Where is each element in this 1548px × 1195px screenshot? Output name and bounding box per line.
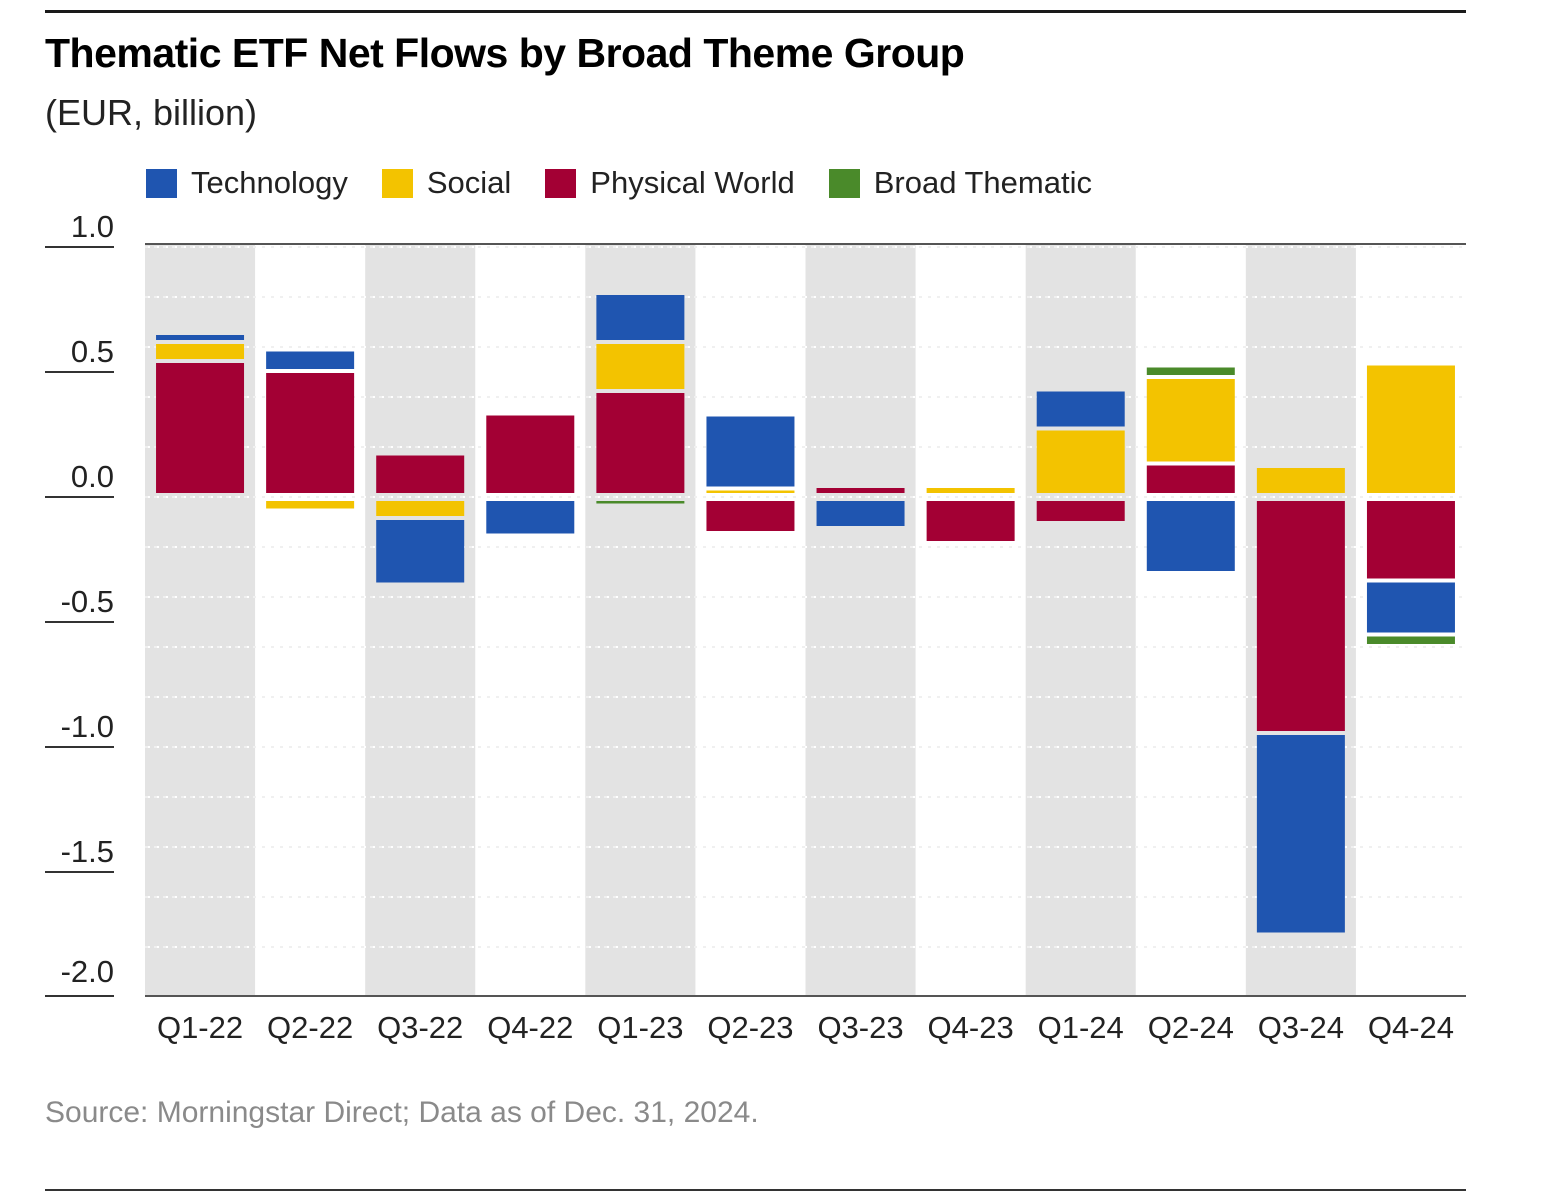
bar-broad-thematic bbox=[1146, 367, 1235, 375]
bar-technology bbox=[1256, 735, 1345, 933]
bar-technology bbox=[266, 351, 355, 369]
y-tick-label: -0.5 bbox=[61, 584, 114, 619]
legend-swatch-technology bbox=[146, 168, 177, 198]
chart-title: Thematic ETF Net Flows by Broad Theme Gr… bbox=[45, 30, 965, 76]
legend-swatch-physical-world bbox=[545, 168, 577, 198]
bar-physical-world bbox=[706, 501, 795, 531]
legend-swatch-social bbox=[381, 168, 413, 198]
x-tick-label: Q3-24 bbox=[1258, 1010, 1344, 1045]
x-tick-label: Q3-22 bbox=[377, 1010, 463, 1045]
legend-item-technology: Technology bbox=[146, 165, 348, 201]
bar-physical-world bbox=[266, 373, 355, 493]
legend-label-social: Social bbox=[426, 165, 512, 200]
chart-subtitle: (EUR, billion) bbox=[45, 92, 258, 133]
x-tick-label: Q1-22 bbox=[157, 1010, 243, 1045]
bar-social bbox=[1366, 365, 1455, 493]
y-tick-label: -2.0 bbox=[61, 954, 114, 989]
top-rule bbox=[45, 10, 1466, 13]
legend-label-technology: Technology bbox=[191, 165, 348, 200]
column-band bbox=[365, 244, 476, 996]
bar-physical-world bbox=[1146, 465, 1235, 493]
chart-legend: Technology Social Physical World Broad T… bbox=[146, 165, 1126, 201]
legend-item-physical-world: Physical World bbox=[545, 165, 795, 201]
y-tick-label: 1.0 bbox=[71, 209, 114, 244]
x-tick-label: Q2-24 bbox=[1148, 1010, 1234, 1045]
bar-physical-world bbox=[376, 455, 465, 493]
source-note: Source: Morningstar Direct; Data as of D… bbox=[45, 1096, 759, 1129]
bar-social bbox=[706, 490, 795, 493]
bar-physical-world bbox=[926, 501, 1015, 541]
bar-social bbox=[266, 501, 355, 509]
x-tick-label: Q4-23 bbox=[928, 1010, 1014, 1045]
bar-physical-world bbox=[1366, 501, 1455, 579]
x-tick-label: Q1-23 bbox=[597, 1010, 683, 1045]
chart-plot: 1.0 0.5 0.0 -0.5 -1.0 -1.5 -2.0 Q1-22 Q2-22 Q3-22… bbox=[45, 209, 1466, 1045]
x-tick-label: Q2-23 bbox=[707, 1010, 793, 1045]
bar-physical-world bbox=[596, 393, 685, 493]
bottom-rule bbox=[45, 1189, 1466, 1191]
legend-item-broad-thematic: Broad Thematic bbox=[828, 165, 1092, 201]
bar-social bbox=[1146, 379, 1235, 462]
bar-technology bbox=[1146, 501, 1235, 571]
y-tick-label: -1.0 bbox=[61, 709, 114, 744]
bar-physical-world bbox=[1036, 501, 1125, 521]
bar-social bbox=[376, 501, 465, 516]
x-tick-label: Q1-24 bbox=[1038, 1010, 1124, 1045]
x-tick-label: Q2-22 bbox=[267, 1010, 353, 1045]
legend-item-social: Social bbox=[381, 165, 512, 201]
legend-label-broad-thematic: Broad Thematic bbox=[873, 165, 1092, 200]
bar-technology bbox=[706, 416, 795, 487]
bar-broad-thematic bbox=[1366, 636, 1455, 644]
bar-technology bbox=[816, 501, 905, 526]
bar-technology bbox=[156, 335, 245, 340]
y-tick-label: -1.5 bbox=[61, 834, 114, 869]
bar-technology bbox=[486, 501, 575, 534]
x-tick-label: Q4-22 bbox=[487, 1010, 573, 1045]
bar-physical-world bbox=[486, 415, 575, 493]
bar-technology bbox=[1036, 391, 1125, 427]
bar-social bbox=[1036, 430, 1125, 493]
bar-technology bbox=[596, 295, 685, 340]
bar-physical-world bbox=[156, 363, 245, 493]
y-tick-label: 0.0 bbox=[71, 459, 114, 494]
bar-social bbox=[926, 488, 1015, 493]
legend-label-physical-world: Physical World bbox=[590, 165, 795, 200]
y-tick-label: 0.5 bbox=[71, 334, 114, 369]
bar-technology bbox=[376, 520, 465, 583]
column-band bbox=[1025, 244, 1136, 996]
bar-broad-thematic bbox=[596, 501, 685, 504]
bar-physical-world bbox=[1256, 501, 1345, 731]
column-band bbox=[805, 244, 916, 996]
x-tick-label: Q3-23 bbox=[817, 1010, 903, 1045]
bar-physical-world bbox=[816, 488, 905, 493]
bar-technology bbox=[1366, 582, 1455, 633]
bar-social bbox=[156, 344, 245, 359]
x-tick-label: Q4-24 bbox=[1368, 1010, 1454, 1045]
bar-social bbox=[596, 344, 685, 389]
legend-swatch-broad-thematic bbox=[828, 168, 860, 198]
bar-social bbox=[1256, 468, 1345, 493]
